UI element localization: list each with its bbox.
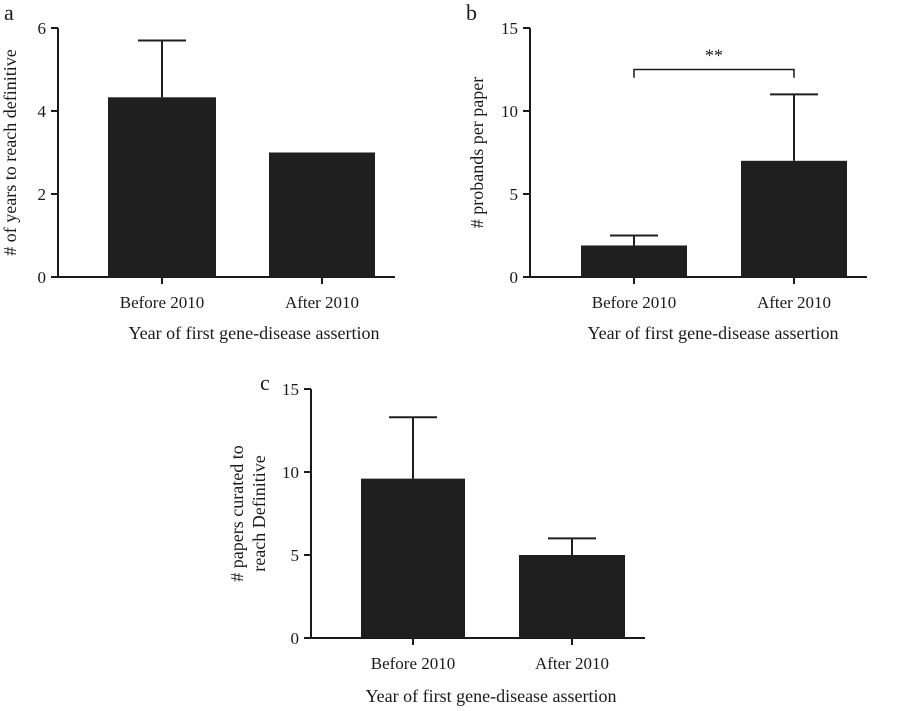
y-tick-label: 4 [38,102,47,121]
y-tick-label: 15 [501,19,518,38]
x-axis-label: Year of first gene-disease assertion [587,323,838,343]
y-axis-label: reach Definitive [249,455,269,571]
y-tick-label: 15 [282,380,299,399]
y-tick-label: 5 [510,185,519,204]
panel-letter-a: a [4,0,14,25]
panel-letter-c: c [260,370,270,395]
panel-letter-b: b [466,0,477,25]
significance-label: ** [705,46,723,66]
x-tick-label: After 2010 [757,293,831,312]
y-tick-label: 2 [38,185,47,204]
y-axis-label: # of years to reach definitive [0,49,20,255]
x-tick-label: After 2010 [285,293,359,312]
y-tick-label: 5 [291,546,300,565]
y-tick-label: 0 [38,268,47,287]
y-tick-label: 6 [38,19,47,38]
significance-bracket [633,68,795,78]
x-tick-label: Before 2010 [371,654,456,673]
y-tick-label: 0 [510,268,519,287]
y-axis-label: # probands per paper [467,77,487,228]
x-tick-label: Before 2010 [120,293,205,312]
y-tick-label: 10 [282,463,299,482]
bar-after-2010 [269,152,375,277]
bar-before-2010 [581,245,687,277]
bar-before-2010 [361,478,465,638]
y-tick-label: 0 [291,629,300,648]
bar-before-2010 [108,97,216,278]
x-tick-label: After 2010 [535,654,609,673]
x-axis-label: Year of first gene-disease assertion [128,323,379,343]
y-axis-label: # papers curated to [227,445,247,581]
x-axis-label: Year of first gene-disease assertion [365,686,616,706]
bar-after-2010 [741,160,847,277]
y-tick-label: 10 [501,102,518,121]
bar-after-2010 [519,555,625,638]
x-tick-label: Before 2010 [592,293,677,312]
